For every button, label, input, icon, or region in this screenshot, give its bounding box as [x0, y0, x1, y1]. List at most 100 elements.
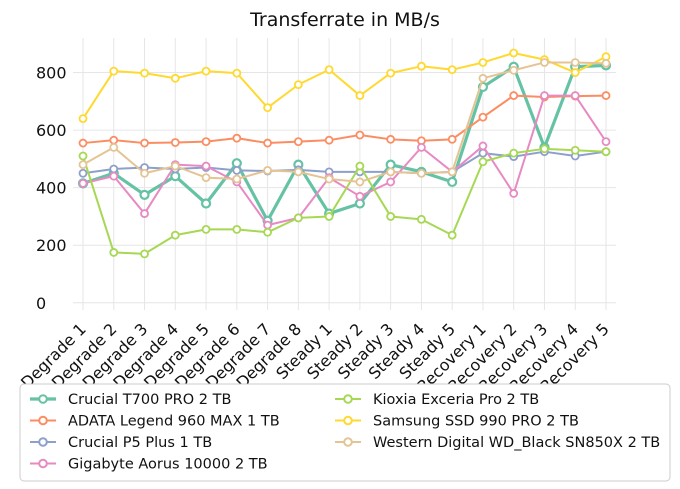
- data-point: [478, 58, 488, 67]
- data-point: [140, 249, 149, 259]
- y-axis: 0 200 400 600 800: [36, 64, 67, 313]
- series-line: [82, 51, 607, 120]
- data-point: [139, 189, 150, 200]
- legend-label: ADATA Legend 960 MAX 1 TB: [68, 414, 280, 430]
- y-tick-label: 0: [36, 294, 46, 313]
- data-point: [232, 174, 242, 184]
- data-point: [170, 138, 180, 147]
- data-point: [140, 68, 149, 78]
- data-point: [601, 137, 611, 147]
- data-point: [601, 58, 611, 68]
- data-point: [109, 135, 119, 145]
- data-point: [232, 68, 242, 78]
- data-point: [324, 135, 334, 145]
- data-point: [263, 166, 272, 175]
- data-point: [540, 91, 549, 100]
- data-point: [417, 168, 426, 178]
- legend-marker: [343, 394, 353, 404]
- data-point: [447, 134, 457, 144]
- series: [78, 147, 611, 178]
- legend-marker: [38, 394, 48, 404]
- legend-frame: [19, 383, 671, 482]
- data-point: [263, 220, 272, 230]
- data-point: [263, 103, 272, 113]
- data-point: [140, 209, 149, 218]
- series: [78, 58, 611, 187]
- data-point: [170, 230, 180, 240]
- data-point: [447, 176, 458, 188]
- data-point: [386, 134, 396, 144]
- series-line: [82, 150, 607, 175]
- data-point: [232, 225, 242, 234]
- data-point: [201, 225, 211, 234]
- data-point: [540, 58, 549, 67]
- data-point: [109, 248, 119, 257]
- data-point: [232, 166, 242, 175]
- data-point: [447, 230, 457, 240]
- data-point: [293, 80, 303, 90]
- grid-layer: [73, 38, 616, 310]
- data-point: [78, 138, 88, 148]
- series-layer: [77, 48, 612, 259]
- legend-label: Gigabyte Aorus 10000 2 TB: [68, 457, 268, 473]
- chart-title: Transferrate in MB/s: [249, 9, 440, 31]
- data-point: [386, 167, 396, 177]
- data-point: [509, 189, 519, 198]
- data-point: [417, 142, 426, 152]
- data-point: [140, 138, 149, 148]
- data-point: [417, 214, 426, 224]
- data-point: [509, 48, 519, 58]
- data-point: [447, 167, 457, 177]
- data-point: [509, 91, 519, 100]
- legend-label: Samsung SSD 990 PRO 2 TB: [373, 414, 579, 430]
- data-point: [293, 213, 303, 223]
- data-point: [570, 91, 580, 100]
- data-point: [109, 164, 119, 174]
- legend-label: Western Digital WD_Black SN850X 2 TB: [373, 435, 660, 451]
- data-point: [509, 65, 519, 75]
- data-point: [170, 73, 180, 83]
- data-point: [570, 58, 580, 67]
- data-point: [201, 161, 211, 171]
- data-point: [386, 212, 396, 221]
- data-point: [263, 227, 272, 237]
- data-point: [355, 91, 365, 100]
- legend-label: Crucial P5 Plus 1 TB: [68, 435, 212, 451]
- data-point: [140, 168, 149, 178]
- data-point: [201, 173, 211, 182]
- data-point: [170, 161, 180, 171]
- y-tick-label: 200: [36, 236, 67, 255]
- data-point: [201, 137, 211, 147]
- data-point: [540, 144, 549, 154]
- data-point: [109, 66, 119, 76]
- data-point: [601, 91, 611, 100]
- data-point: [324, 212, 334, 221]
- data-point: [601, 147, 611, 157]
- data-point: [201, 66, 211, 76]
- series: [78, 48, 611, 123]
- series-line: [82, 94, 607, 227]
- legend-label: Crucial T700 PRO 2 TB: [68, 392, 231, 408]
- data-point: [478, 73, 488, 83]
- data-point: [293, 137, 303, 147]
- legend-marker: [38, 415, 48, 426]
- data-point: [355, 191, 365, 201]
- legend-marker: [343, 415, 353, 426]
- data-point: [78, 151, 88, 161]
- data-point: [109, 142, 119, 152]
- data-point: [200, 198, 212, 209]
- data-point: [293, 167, 303, 177]
- series-line: [82, 147, 607, 255]
- data-point: [324, 65, 334, 75]
- data-point: [263, 138, 272, 148]
- series-line: [82, 94, 607, 145]
- y-tick-label: 600: [36, 121, 67, 140]
- data-point: [78, 114, 88, 123]
- data-point: [78, 168, 88, 178]
- data-point: [386, 177, 396, 187]
- data-point: [478, 112, 488, 122]
- data-point: [386, 68, 396, 78]
- data-point: [232, 133, 242, 143]
